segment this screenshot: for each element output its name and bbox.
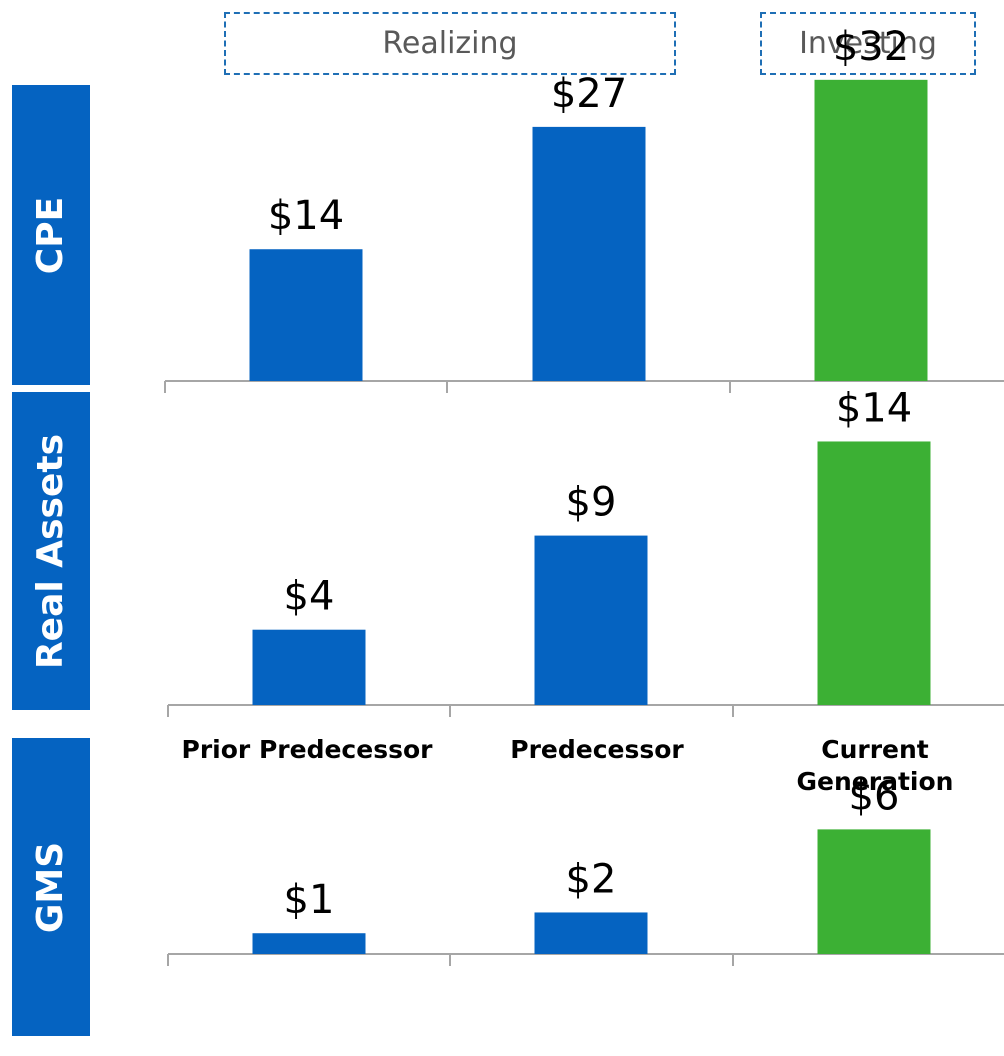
cpe-bar-prior-predecessor <box>249 249 363 381</box>
real-assets-value-label-predecessor: $9 <box>566 480 617 526</box>
category-label-prior-predecessor: Prior Predecessor <box>181 735 433 764</box>
cpe-bar-predecessor <box>532 126 646 381</box>
real-assets-bar-predecessor <box>534 535 648 705</box>
gms-value-label-current-generation: $6 <box>849 773 900 819</box>
panel-label-gms: GMS <box>12 738 90 1036</box>
category-label-predecessor: Predecessor <box>510 735 684 764</box>
real-assets-bar-prior-predecessor <box>252 629 366 705</box>
gms-bar-predecessor <box>534 912 648 954</box>
real-assets-value-label-prior-predecessor: $4 <box>284 574 335 620</box>
investing-phase-box: Investing <box>760 12 976 75</box>
realizing-label: Realizing <box>382 26 518 61</box>
cpe-value-label-prior-predecessor: $14 <box>268 193 344 239</box>
gms-value-label-predecessor: $2 <box>566 856 617 902</box>
gms-value-label-prior-predecessor: $1 <box>284 877 335 923</box>
gms-bar-current-generation <box>817 829 931 954</box>
cpe-bar-current-generation <box>814 79 928 381</box>
realizing-phase-box: Realizing <box>224 12 676 75</box>
cpe-value-label-predecessor: $27 <box>551 71 627 117</box>
real-assets-value-label-current-generation: $14 <box>836 385 912 431</box>
panel-label-cpe: CPE <box>12 85 90 385</box>
real-assets-bar-current-generation <box>817 441 931 705</box>
gms-bar-prior-predecessor <box>252 933 366 954</box>
panel-label-real-assets: Real Assets <box>12 392 90 710</box>
category-label-current-generation: Current Generation <box>796 735 954 796</box>
cpe-value-label-current-generation: $32 <box>833 24 909 70</box>
investing-label: Investing <box>799 26 937 61</box>
